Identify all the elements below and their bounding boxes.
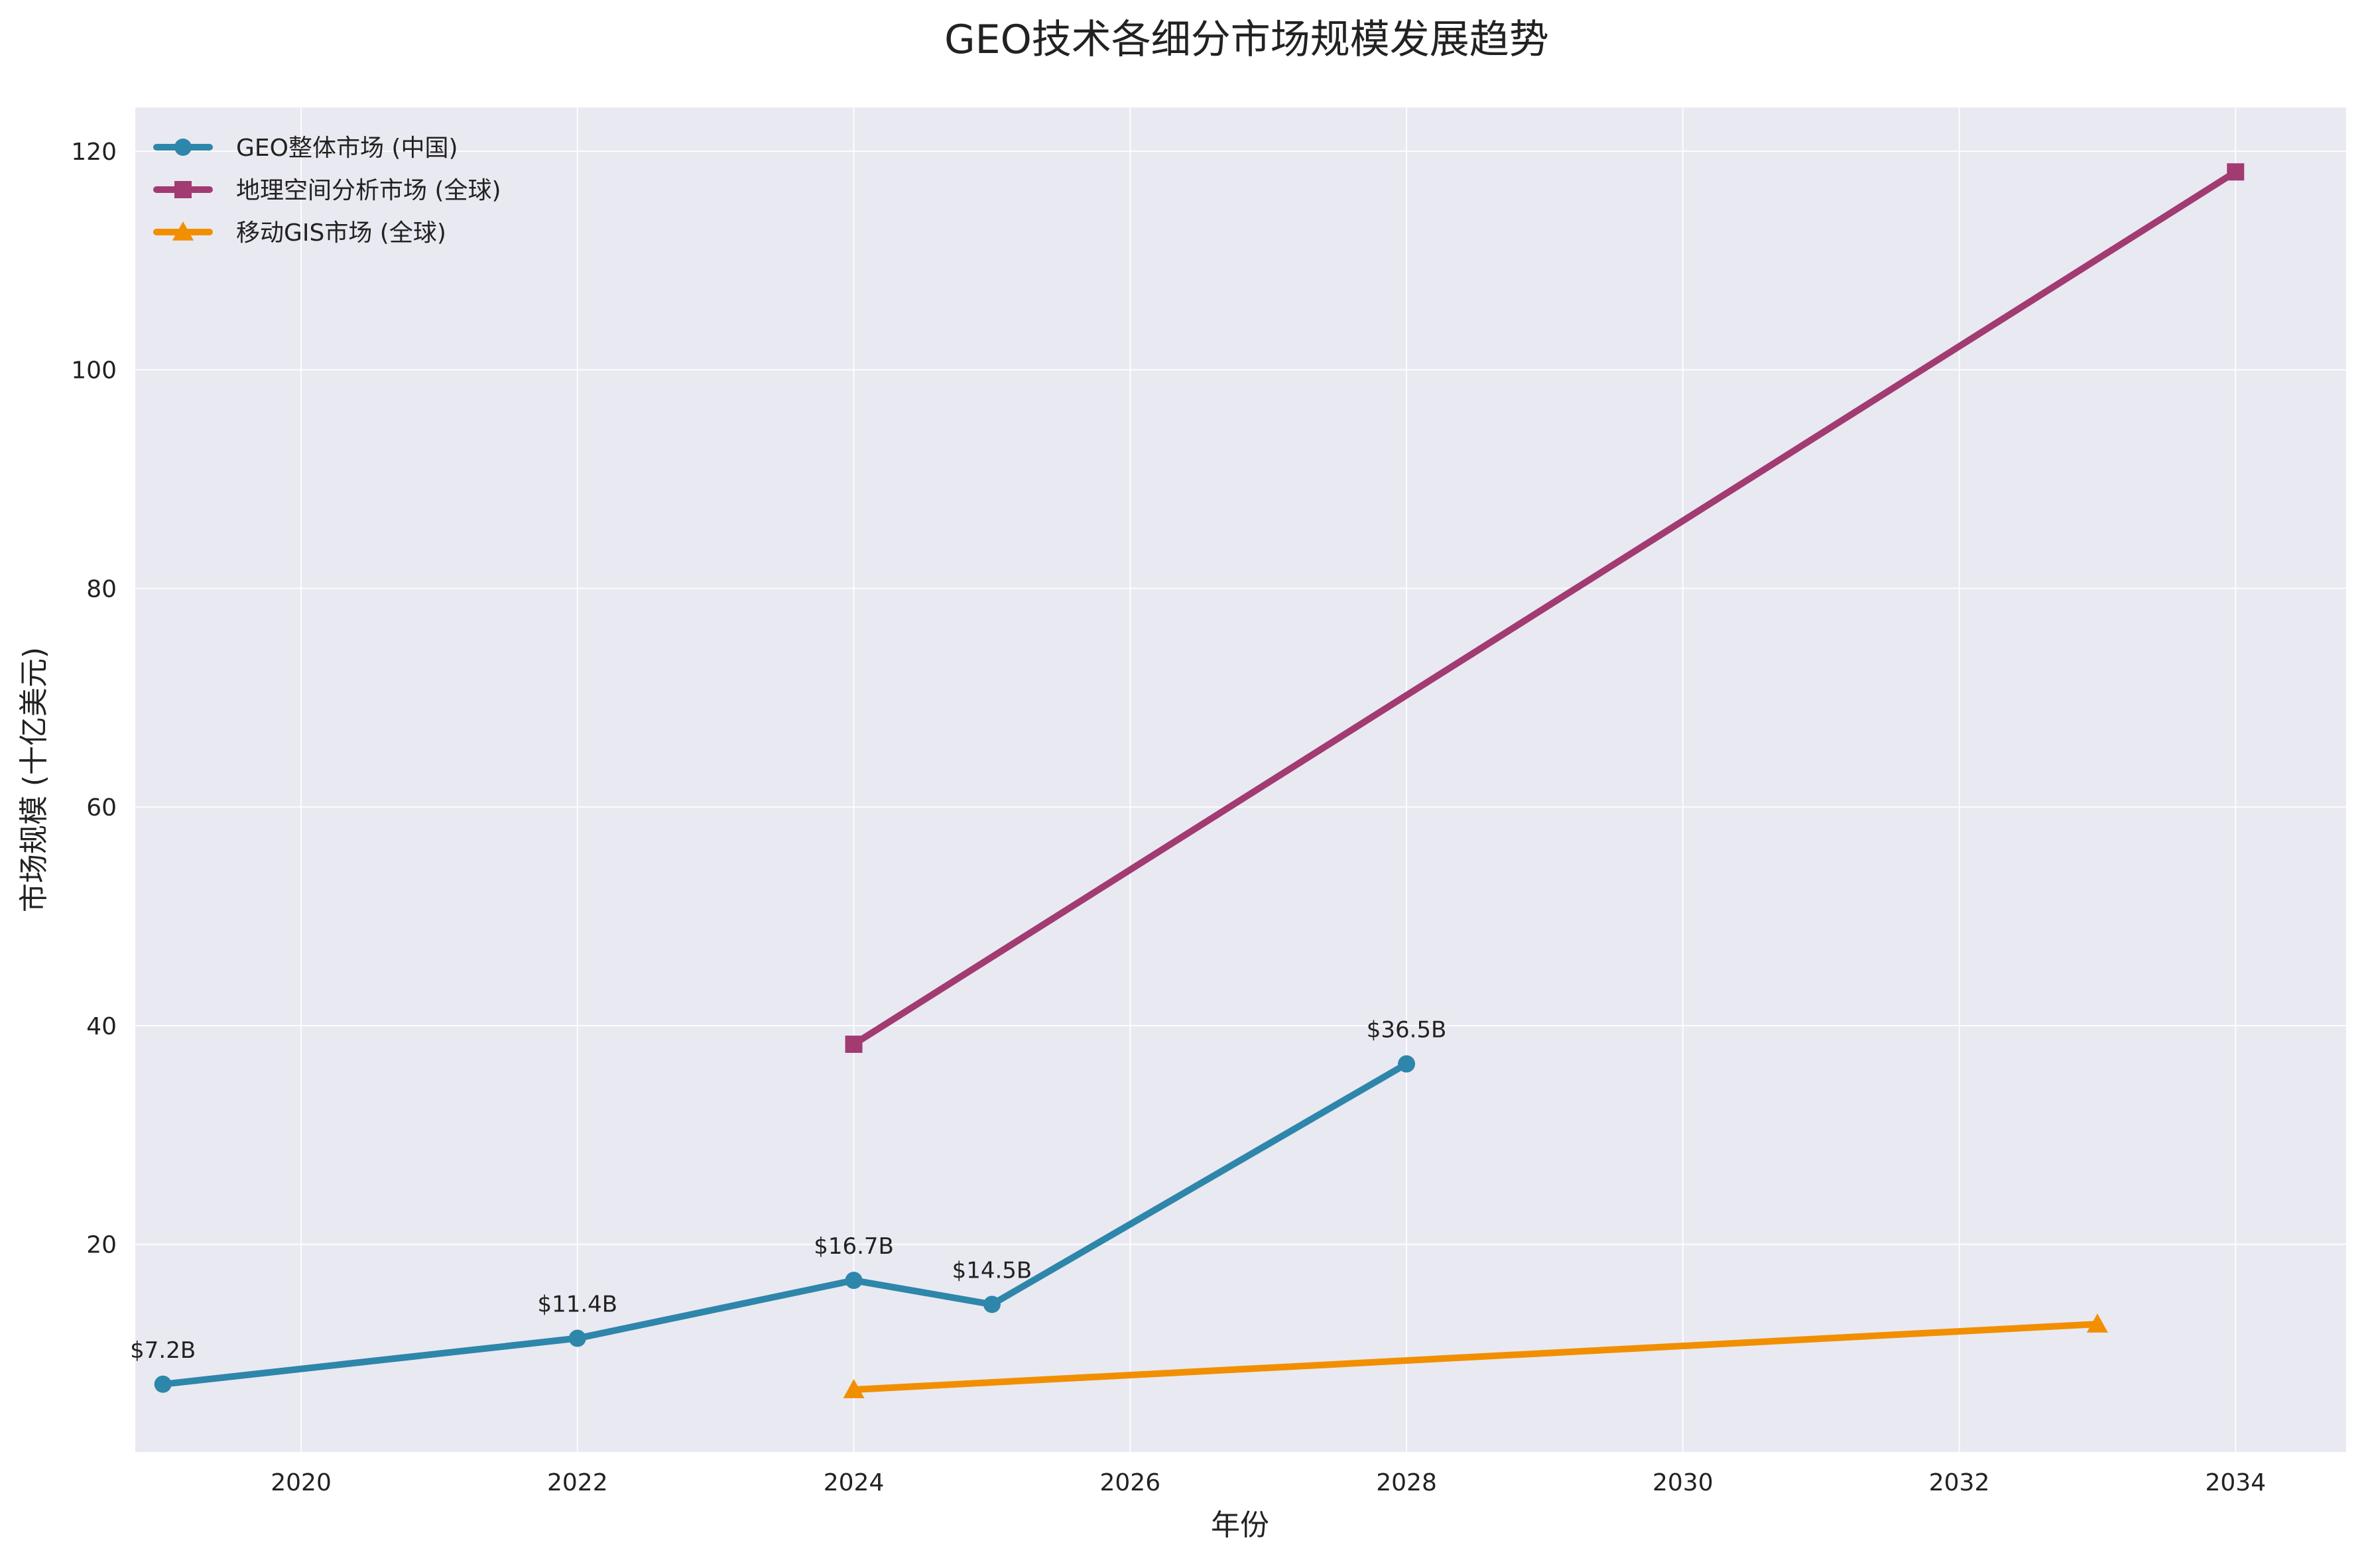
legend: GEO整体市场 (中国) 地理空间分析市场 (全球) 移动GIS市场 (全球): [153, 135, 501, 247]
y-tick-label: 120: [71, 139, 117, 166]
x-tick-label: 2020: [271, 1469, 332, 1496]
legend-label: 移动GIS市场 (全球): [236, 219, 446, 247]
data-point: [2086, 1313, 2108, 1333]
data-label: $16.7B: [814, 1233, 894, 1260]
chart-title: GEO技术各细分市场规模发展趋势: [944, 17, 1549, 63]
y-tick-label: 40: [86, 1013, 117, 1040]
data-labels: $7.2B $11.4B $16.7B $14.5B $36.5B: [130, 1017, 1446, 1364]
x-tick-label: 2022: [547, 1469, 608, 1496]
x-tick-label: 2032: [1929, 1469, 1990, 1496]
series-0: [154, 1055, 1416, 1393]
series-layer: [154, 163, 2245, 1398]
legend-label: 地理空间分析市场 (全球): [236, 177, 501, 204]
y-tick-label: 60: [86, 794, 117, 821]
y-axis-ticks: 20 40 60 80 100 120: [71, 139, 117, 1259]
legend-swatch-marker: [174, 181, 192, 198]
y-tick-label: 20: [86, 1232, 117, 1259]
data-point: [983, 1296, 1001, 1313]
legend-item: 地理空间分析市场 (全球): [153, 177, 501, 204]
y-tick-label: 100: [71, 357, 117, 385]
legend-item: GEO整体市场 (中国): [153, 135, 458, 162]
series-line: [850, 168, 2239, 1048]
x-tick-label: 2026: [1099, 1469, 1160, 1496]
legend-item: 移动GIS市场 (全球): [153, 219, 446, 247]
y-tick-label: 80: [86, 575, 117, 603]
data-label: $11.4B: [537, 1292, 617, 1318]
data-label: $14.5B: [952, 1257, 1032, 1284]
series-line: [850, 1321, 2101, 1394]
legend-swatch-marker: [172, 221, 194, 241]
grid: [135, 107, 2346, 1452]
x-tick-label: 2028: [1376, 1469, 1437, 1496]
data-point: [845, 1272, 863, 1290]
legend-label: GEO整体市场 (中国): [236, 135, 458, 162]
data-point: [1398, 1055, 1416, 1073]
data-point: [568, 1329, 586, 1347]
series-2: [843, 1313, 2108, 1398]
x-axis-ticks: 2020 2022 2024 2026 2028 2030 2032 2034: [271, 1469, 2266, 1496]
y-axis-label: 市场规模 (十亿美元): [17, 647, 51, 912]
data-point: [843, 1379, 865, 1398]
data-label: $36.5B: [1367, 1017, 1447, 1044]
data-label: $7.2B: [130, 1337, 196, 1364]
data-point: [2227, 163, 2245, 181]
x-tick-label: 2034: [2205, 1469, 2266, 1496]
legend-swatch-marker: [174, 139, 192, 156]
x-tick-label: 2024: [824, 1469, 885, 1496]
data-point: [845, 1036, 863, 1054]
series-1: [845, 163, 2245, 1054]
data-point: [154, 1375, 172, 1393]
x-axis-label: 年份: [1211, 1508, 1269, 1542]
x-tick-label: 2030: [1652, 1469, 1713, 1496]
